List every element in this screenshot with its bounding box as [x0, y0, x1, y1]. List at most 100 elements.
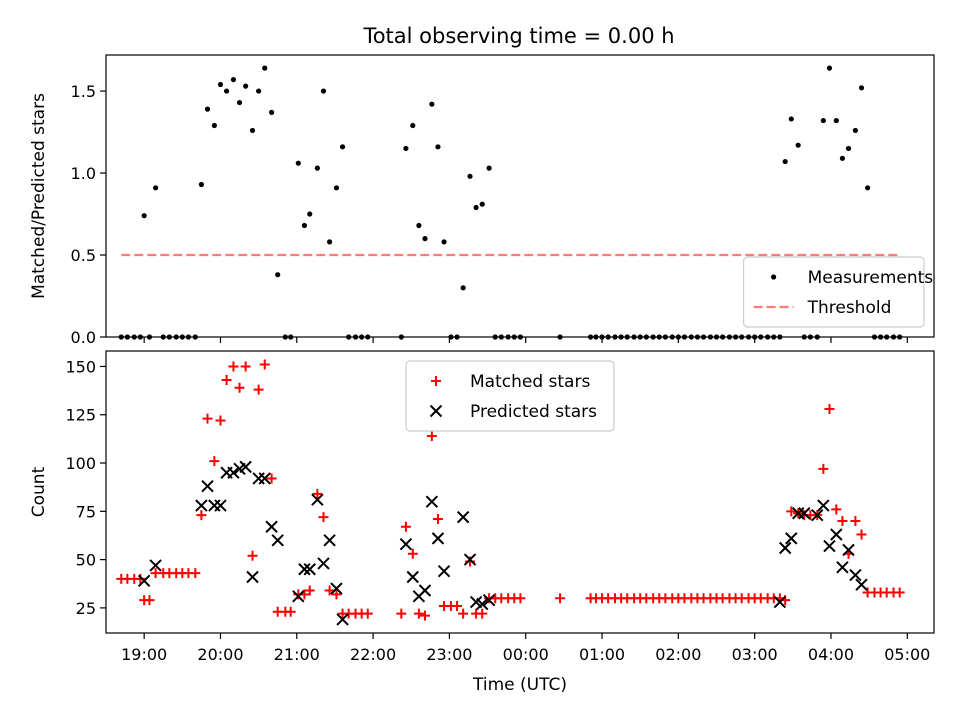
data-point [324, 585, 335, 596]
legend-marker [771, 274, 777, 280]
data-point [240, 361, 251, 372]
legend-box [742, 256, 925, 328]
data-point [153, 185, 159, 191]
y-tick-label: 125 [65, 406, 96, 425]
data-point [285, 606, 296, 617]
x-tick-label: 01:00 [579, 645, 625, 664]
data-point [249, 127, 256, 134]
data-point [258, 472, 271, 485]
data-point [836, 561, 849, 574]
legend: Matched stars Predicted stars [405, 360, 615, 432]
data-point [856, 529, 867, 540]
data-point [396, 608, 407, 619]
y-tick-label: 1.0 [71, 164, 96, 183]
data-point [785, 532, 798, 545]
top-panel: 0.0 0.5 1.0 1.5 Matched/Predicted stars Measu… [29, 54, 935, 347]
data-point [141, 213, 147, 219]
data-point [201, 479, 214, 493]
data-point [441, 239, 447, 245]
legend: Measurements Threshold [742, 256, 933, 328]
data-point [839, 155, 846, 161]
data-point [894, 587, 905, 598]
data-point [271, 534, 284, 547]
data-point [312, 488, 323, 499]
data-point [823, 539, 836, 553]
y-tick-label: 1.5 [71, 82, 96, 101]
data-point [837, 515, 848, 526]
legend-label: Matched stars [470, 372, 590, 392]
data-point [400, 521, 411, 532]
data-point [460, 285, 466, 291]
x-tick-label: 20:00 [197, 645, 243, 664]
data-point [842, 543, 855, 557]
data-point [473, 204, 479, 211]
x-tick-label: 05:00 [884, 645, 930, 664]
data-point [195, 499, 208, 512]
y-axis-label: Count [29, 466, 49, 517]
data-point [323, 534, 336, 547]
x-tick-label: 23:00 [426, 645, 472, 664]
x-tick-label: 19:00 [121, 645, 167, 664]
y-tick-label: 25 [76, 599, 96, 618]
data-point [399, 537, 413, 551]
data-point [333, 185, 340, 191]
data-point [243, 83, 249, 89]
data-point [555, 593, 566, 604]
data-point [204, 106, 211, 112]
data-point [326, 239, 333, 245]
data-point [317, 557, 330, 570]
series-matched-stars [116, 359, 905, 621]
data-point [406, 570, 419, 584]
y-axis-label: Matched/Predicted stars [29, 93, 49, 299]
data-point [259, 359, 270, 370]
data-point [413, 608, 424, 619]
data-point [849, 568, 862, 582]
data-point [217, 81, 224, 88]
data-point [467, 173, 473, 179]
data-point [452, 600, 463, 611]
y-tick-label: 150 [65, 357, 96, 376]
bottom-panel: 25 50 75 100 125 150 19:00 20:00 21:00 22:00 23:00… [29, 350, 935, 695]
data-point [798, 507, 811, 520]
x-tick-label: 04:00 [808, 645, 854, 664]
data-point [795, 142, 801, 148]
data-point [422, 236, 428, 242]
data-point [144, 595, 155, 606]
data-point [246, 570, 259, 584]
data-point [228, 361, 239, 372]
data-point [211, 122, 217, 129]
data-point [845, 145, 852, 152]
x-tick-label: 03:00 [732, 645, 778, 664]
data-point [275, 272, 281, 278]
data-point [247, 550, 258, 561]
data-point [234, 382, 245, 393]
y-tick-label: 0.5 [71, 246, 96, 265]
data-point [782, 158, 788, 165]
data-point [833, 117, 839, 124]
data-point [303, 563, 316, 576]
data-point [403, 145, 409, 152]
data-point [416, 222, 422, 229]
data-point [318, 512, 329, 523]
data-point [437, 564, 451, 578]
axes-frame [105, 350, 935, 634]
data-point [223, 88, 230, 94]
data-point [826, 65, 833, 71]
data-point [239, 460, 252, 474]
data-point [262, 65, 268, 71]
data-point [362, 608, 373, 619]
data-point [304, 585, 315, 596]
data-point [331, 589, 342, 600]
data-point [811, 508, 824, 522]
x-tick-label: 21:00 [274, 645, 320, 664]
data-point [820, 117, 826, 124]
data-point [476, 597, 489, 611]
legend-marker [429, 404, 443, 418]
data-point [307, 211, 313, 217]
data-point [418, 584, 432, 597]
series-predicted-stars [137, 460, 868, 626]
x-tick-label: 00:00 [503, 645, 549, 664]
data-point [215, 415, 226, 426]
data-point [830, 528, 843, 541]
